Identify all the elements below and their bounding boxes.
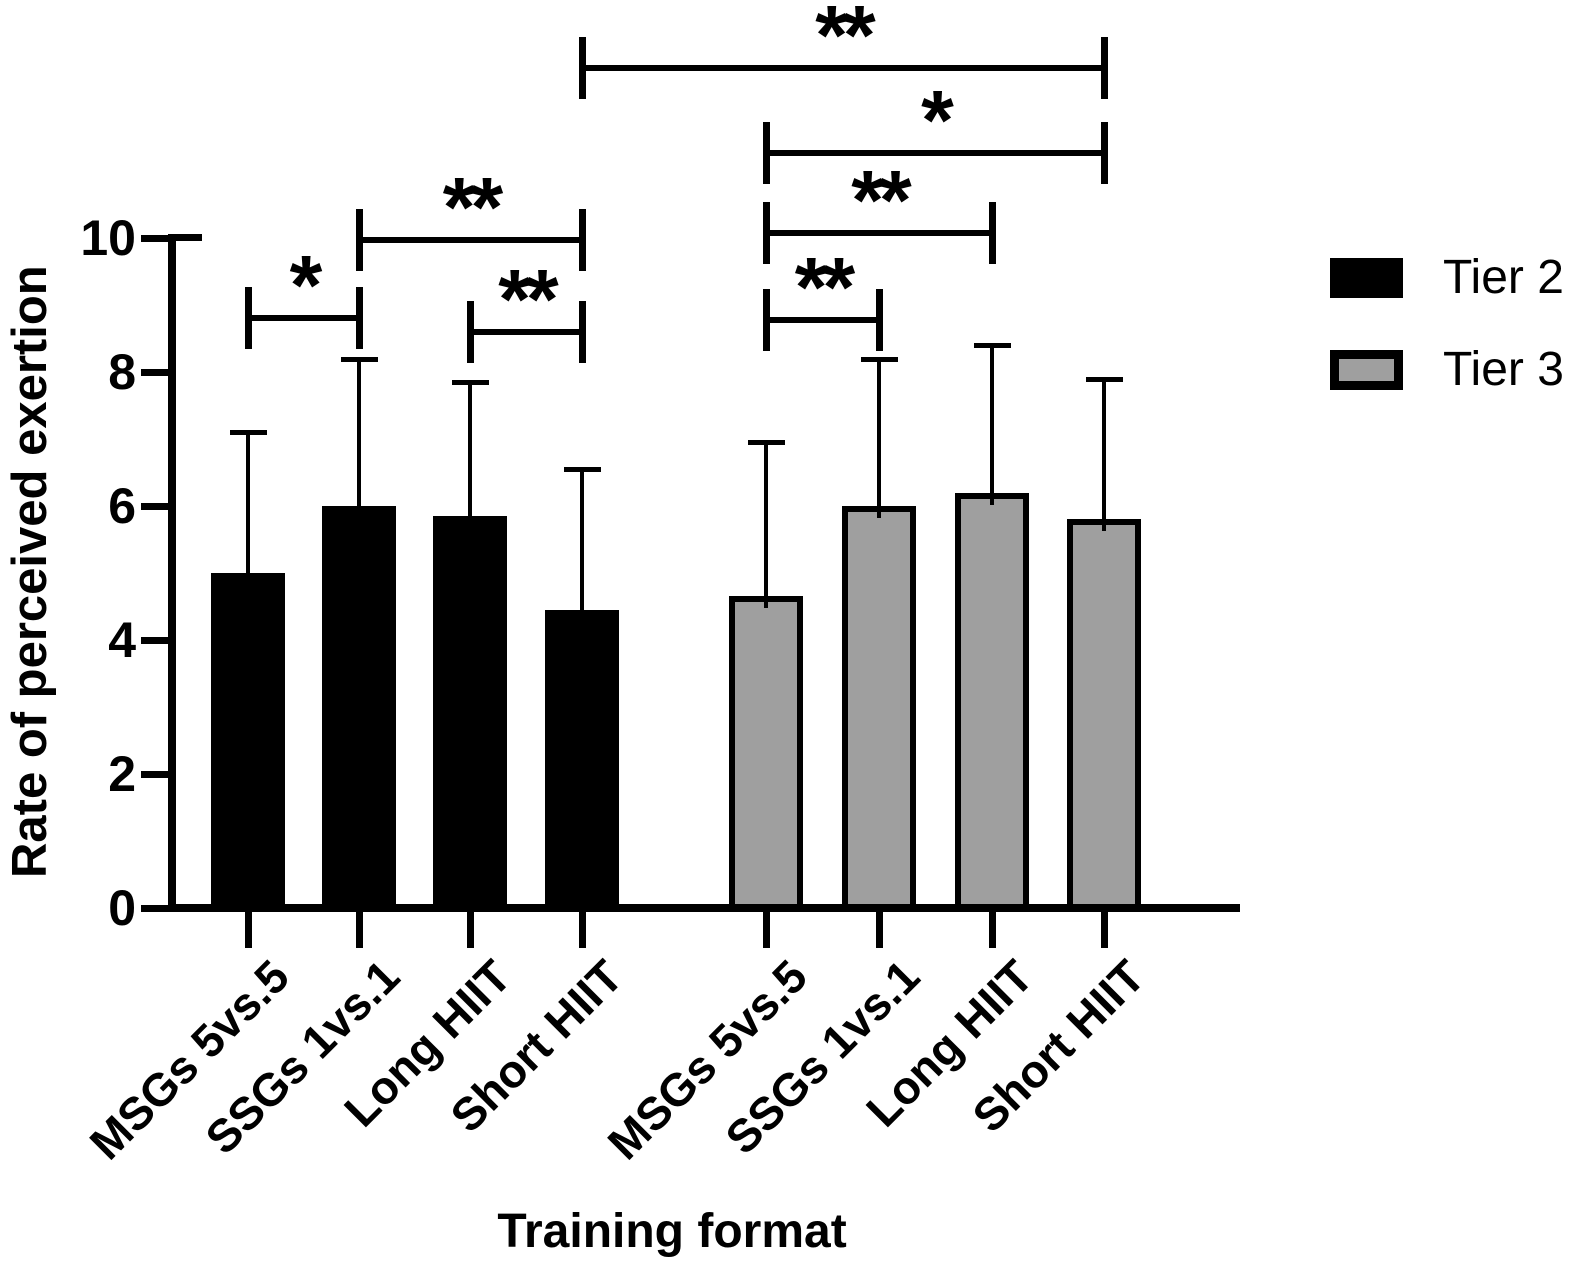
sig-bracket-end — [875, 289, 883, 351]
sig-bracket-end — [1100, 37, 1108, 99]
sig-bracket-bar — [359, 237, 582, 243]
x-tick — [762, 912, 770, 948]
x-axis-line — [168, 904, 1240, 912]
error-bar-line — [357, 358, 361, 518]
error-bar-line — [468, 382, 472, 529]
bar — [842, 506, 916, 912]
bar — [433, 516, 507, 912]
legend-swatch-tier-2 — [1330, 258, 1403, 298]
x-tick — [988, 912, 996, 948]
significance-asterisks: * — [289, 238, 323, 332]
x-tick — [355, 912, 363, 948]
y-tick-label: 2 — [108, 746, 136, 802]
sig-bracket-end — [355, 209, 363, 271]
bar — [545, 609, 619, 912]
sig-bracket-end — [355, 287, 363, 349]
sig-bracket-bar — [470, 329, 582, 335]
x-tick — [1100, 912, 1108, 948]
error-bar-line — [1102, 378, 1106, 532]
y-tick-label: 8 — [108, 344, 136, 400]
error-bar-cap — [451, 380, 489, 386]
y-axis-line — [168, 234, 176, 912]
y-tick — [141, 234, 168, 242]
x-tick — [466, 912, 474, 948]
y-tick — [141, 904, 168, 912]
y-tick — [141, 502, 168, 510]
significance-asterisks: ** — [794, 240, 855, 334]
error-bar-cap — [229, 430, 267, 436]
error-bar-cap — [563, 467, 601, 473]
x-tick — [578, 912, 586, 948]
y-tick — [141, 368, 168, 376]
sig-bracket-end — [578, 301, 586, 363]
x-axis-title: Training format — [497, 1205, 847, 1258]
sig-bracket-end — [762, 289, 770, 351]
x-tick — [875, 912, 883, 948]
error-bar-cap — [860, 356, 898, 362]
significance-asterisks: * — [921, 73, 954, 167]
bar — [1067, 519, 1141, 912]
error-bar-line — [877, 358, 881, 518]
error-bar-cap — [340, 356, 378, 362]
error-bar-line — [764, 442, 768, 609]
sig-bracket-end — [762, 122, 770, 184]
bar — [322, 506, 396, 912]
y-axis-top-tick — [176, 234, 202, 241]
x-tick — [244, 912, 252, 948]
y-tick-label: 6 — [108, 478, 136, 534]
sig-bracket-end — [1100, 122, 1108, 184]
y-tick-label: 10 — [80, 210, 136, 266]
significance-asterisks: ** — [442, 160, 503, 254]
bar — [211, 573, 285, 912]
y-axis-title: Rate of perceived exertion — [3, 265, 57, 879]
significance-asterisks: ** — [815, 0, 875, 82]
y-tick-label: 0 — [108, 880, 136, 936]
sig-bracket-bar — [766, 150, 1104, 156]
sig-bracket-end — [244, 287, 252, 349]
sig-bracket-end — [466, 301, 474, 363]
error-bar-cap — [973, 343, 1011, 349]
error-bar-line — [580, 469, 584, 622]
significance-asterisks: ** — [498, 252, 558, 346]
legend-swatch-tier-3 — [1330, 350, 1403, 390]
sig-bracket-bar — [248, 315, 359, 321]
significance-asterisks: ** — [851, 153, 911, 247]
error-bar-cap — [747, 440, 785, 446]
legend-label-tier-3: Tier 3 — [1443, 343, 1564, 396]
y-tick — [141, 770, 168, 778]
sig-bracket-end — [762, 202, 770, 264]
error-bar-line — [246, 432, 250, 585]
error-bar-cap — [1085, 376, 1123, 382]
legend-label-tier-2: Tier 2 — [1443, 251, 1564, 304]
y-tick — [141, 636, 168, 644]
bar — [955, 492, 1029, 912]
sig-bracket-end — [578, 37, 586, 99]
sig-bracket-bar — [766, 317, 879, 323]
y-tick-label: 4 — [108, 612, 136, 668]
sig-bracket-end — [988, 202, 996, 264]
sig-bracket-bar — [582, 65, 1104, 71]
bar — [729, 596, 803, 912]
error-bar-line — [990, 345, 994, 505]
sig-bracket-bar — [766, 230, 992, 236]
sig-bracket-end — [578, 209, 586, 271]
